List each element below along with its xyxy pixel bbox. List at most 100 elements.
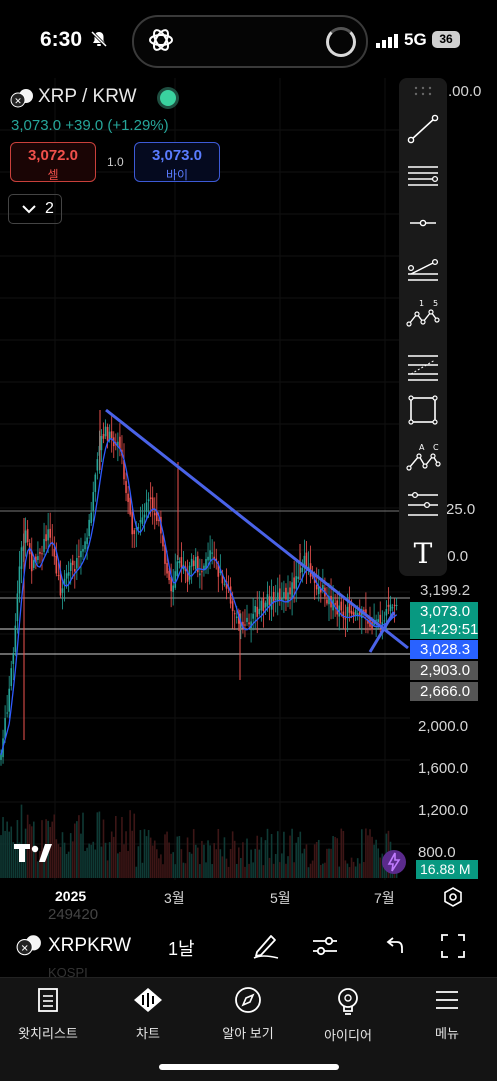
parallel-channel-tool-icon[interactable] — [405, 252, 441, 286]
buy-button[interactable]: 3,073.0 바이 — [134, 142, 220, 182]
drawing-pen-icon[interactable] — [252, 930, 280, 960]
candle-body — [119, 436, 121, 450]
volume-bar — [303, 848, 306, 878]
volume-bar — [309, 863, 312, 878]
buy-price: 3,073.0 — [151, 147, 203, 164]
fullscreen-icon[interactable] — [440, 933, 466, 959]
symbol-search-button[interactable]: XRPKRW — [48, 935, 132, 956]
candle-body — [30, 550, 33, 572]
trendline-drawing[interactable] — [105, 408, 409, 650]
tab-ideas[interactable]: 아이디어 — [303, 986, 393, 1044]
chart-settings-icon[interactable] — [443, 887, 463, 907]
openai-logo-icon — [149, 29, 173, 51]
volume-bar — [65, 853, 68, 878]
volume-bar — [297, 837, 300, 878]
y-axis-tick-label: 800.0 — [418, 844, 456, 861]
candle-body — [233, 613, 236, 615]
horizontal-ray-tool-icon[interactable] — [405, 206, 441, 240]
volume-bar — [67, 851, 70, 878]
lightning-icon[interactable] — [382, 850, 406, 874]
candle-body — [6, 712, 8, 714]
volume-bar — [127, 850, 129, 878]
candle-body — [289, 587, 291, 595]
volume-bar — [86, 847, 88, 878]
volume-bar — [352, 861, 355, 878]
candle-body — [20, 547, 23, 569]
volume-bar — [289, 835, 291, 878]
candle-body — [104, 426, 107, 437]
volume-bar — [12, 842, 15, 878]
candle-body — [16, 593, 19, 622]
candle-body — [336, 600, 338, 615]
candle-body — [57, 575, 60, 577]
volume-bar — [141, 862, 144, 878]
volume-bar — [199, 864, 201, 878]
volume-bar — [61, 832, 64, 878]
candle-body — [254, 606, 256, 613]
candle-body — [268, 596, 271, 605]
undo-icon[interactable] — [384, 936, 404, 956]
candle-body — [145, 502, 148, 512]
fib-retracement-tool-icon[interactable] — [405, 160, 441, 194]
indicators-sliders-icon[interactable] — [311, 934, 339, 958]
volume-bar — [88, 843, 90, 878]
tab-watchlist[interactable]: 왓치리스트 — [3, 986, 93, 1042]
sell-button[interactable]: 3,072.0 셀 — [10, 142, 96, 182]
volume-bar — [324, 862, 326, 878]
volume-bar — [96, 812, 99, 878]
y-tick-partial-525: 25.0 — [446, 501, 476, 518]
volume-bar — [0, 835, 2, 878]
candle-body — [365, 609, 367, 616]
volume-bar — [291, 828, 293, 878]
candle-body — [264, 602, 267, 608]
candle-body — [129, 497, 131, 515]
rectangle-tool-icon[interactable] — [405, 394, 441, 428]
candle-body — [18, 566, 21, 594]
fib-extension-tool-icon[interactable] — [405, 350, 441, 384]
volume-bar — [281, 853, 283, 878]
candle-body — [283, 592, 285, 598]
volume-bar — [57, 844, 60, 878]
drag-handle-icon[interactable] — [413, 86, 433, 96]
candle-body — [37, 556, 39, 561]
volume-bar — [334, 836, 336, 878]
x-axis-tick-label: 5월 — [270, 890, 291, 906]
volume-bar — [279, 862, 281, 878]
candle-body — [39, 551, 41, 554]
volume-bar — [74, 823, 76, 878]
candle-body — [108, 431, 111, 439]
tab-chart[interactable]: 차트 — [103, 986, 193, 1042]
svg-text:A: A — [419, 443, 425, 452]
volume-bar — [190, 853, 193, 878]
candle-body — [14, 625, 17, 652]
dynamic-island — [132, 15, 368, 68]
cross-line-drawing[interactable] — [368, 611, 396, 653]
candle-body — [217, 563, 220, 577]
volume-bar — [84, 851, 86, 878]
bell-off-icon — [90, 30, 108, 48]
volume-bar — [369, 829, 371, 878]
candle-body — [151, 497, 154, 510]
indicators-collapse-button[interactable]: 2 — [8, 194, 62, 224]
tab-explore[interactable]: 알아 보기 — [203, 986, 293, 1042]
volume-bar — [192, 829, 195, 878]
volume-bar — [336, 838, 338, 878]
trend-line-tool-icon[interactable] — [405, 112, 441, 146]
price-axis-label-level: 2,666.0 — [410, 682, 478, 701]
volume-bar — [125, 831, 127, 878]
tab-menu[interactable]: 메뉴 — [402, 986, 492, 1042]
interval-button[interactable]: 1날 — [168, 939, 195, 959]
volume-bar — [358, 863, 361, 878]
gann-fan-tool-icon[interactable] — [405, 488, 441, 522]
candle-body — [274, 598, 277, 600]
text-tool-icon[interactable]: T — [405, 534, 441, 568]
candle-body — [297, 576, 300, 579]
symbol-title[interactable]: XRP / KRW — [38, 86, 137, 107]
candle-body — [192, 560, 195, 566]
volume-bar — [328, 848, 330, 878]
candle-body — [35, 556, 37, 563]
volume-bar — [123, 844, 125, 878]
